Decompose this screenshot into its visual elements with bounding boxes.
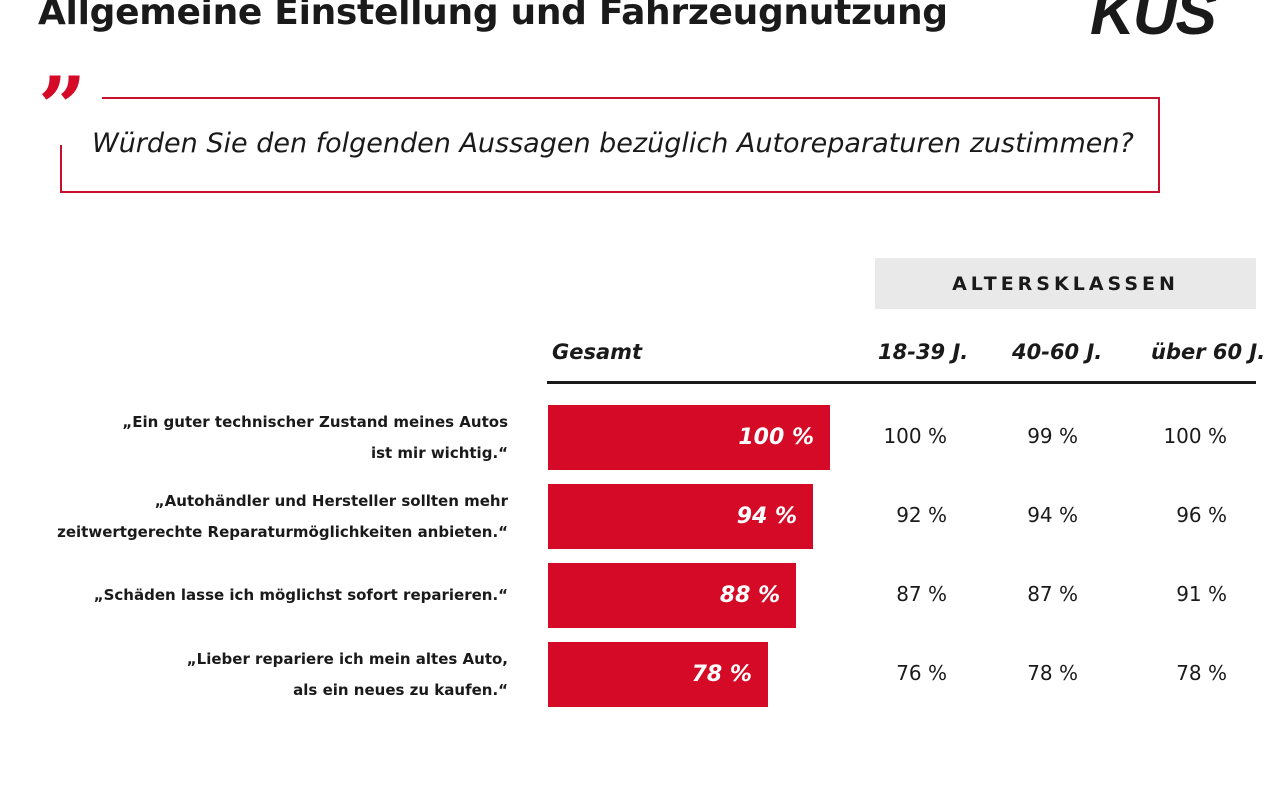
brand-logo: KUS <box>1090 0 1217 48</box>
table-cell: 76 % <box>896 661 947 685</box>
table-cell: 100 % <box>883 424 947 448</box>
column-header-ueber-60: über 60 J. <box>1151 340 1266 364</box>
row-label-line: „Schäden lasse ich möglichst sofort repa… <box>93 586 508 604</box>
column-header-18-39: 18-39 J. <box>878 340 969 364</box>
quote-icon: ” <box>38 58 87 157</box>
row-label-line: „Lieber repariere ich mein altes Auto, <box>186 649 508 668</box>
table-cell: 78 % <box>1176 661 1227 685</box>
question-frame <box>60 97 1160 193</box>
column-header-gesamt: Gesamt <box>552 340 643 364</box>
row-label: „Ein guter technischer Zustand meines Au… <box>28 407 508 469</box>
table-cell: 87 % <box>896 582 947 606</box>
bar-value-label: 94 % <box>736 504 798 529</box>
question-text: Würden Sie den folgenden Aussagen bezügl… <box>92 128 1134 159</box>
row-label-line: „Ein guter technischer Zustand meines Au… <box>122 412 508 431</box>
table-cell: 92 % <box>896 503 947 527</box>
table-cell: 94 % <box>1027 503 1078 527</box>
row-label-line: „Autohändler und Hersteller sollten mehr <box>154 491 508 510</box>
table-cell: 78 % <box>1027 661 1078 685</box>
row-label: „Schäden lasse ich möglichst sofort repa… <box>28 580 508 611</box>
bar-gesamt: 88 % <box>548 563 797 628</box>
page-title: Allgemeine Einstellung und Fahrzeugnutzu… <box>38 0 948 33</box>
row-label-line: als ein neues zu kaufen.“ <box>293 680 508 699</box>
table-cell: 96 % <box>1176 503 1227 527</box>
table-cell: 91 % <box>1176 582 1227 606</box>
column-header-40-60: 40-60 J. <box>1012 340 1103 364</box>
bar-value-label: 88 % <box>719 583 781 608</box>
bar-value-label: 78 % <box>691 662 752 687</box>
table-cell: 87 % <box>1027 582 1078 606</box>
bar-gesamt: 94 % <box>548 484 814 549</box>
bar-gesamt: 78 % <box>548 642 768 707</box>
table-cell: 99 % <box>1027 424 1078 448</box>
age-group-header: ALTERSKLASSEN <box>875 258 1256 309</box>
row-label: „Autohändler und Hersteller sollten mehr… <box>28 486 508 548</box>
row-label-line: ist mir wichtig.“ <box>370 443 508 462</box>
table-cell: 100 % <box>1163 424 1227 448</box>
row-label-line: zeitwertgerechte Reparaturmöglichkeiten … <box>57 522 508 541</box>
header-divider <box>547 381 1256 384</box>
bar-value-label: 100 % <box>738 425 814 450</box>
bar-gesamt: 100 % <box>548 405 830 470</box>
row-label: „Lieber repariere ich mein altes Auto, al… <box>28 644 508 706</box>
